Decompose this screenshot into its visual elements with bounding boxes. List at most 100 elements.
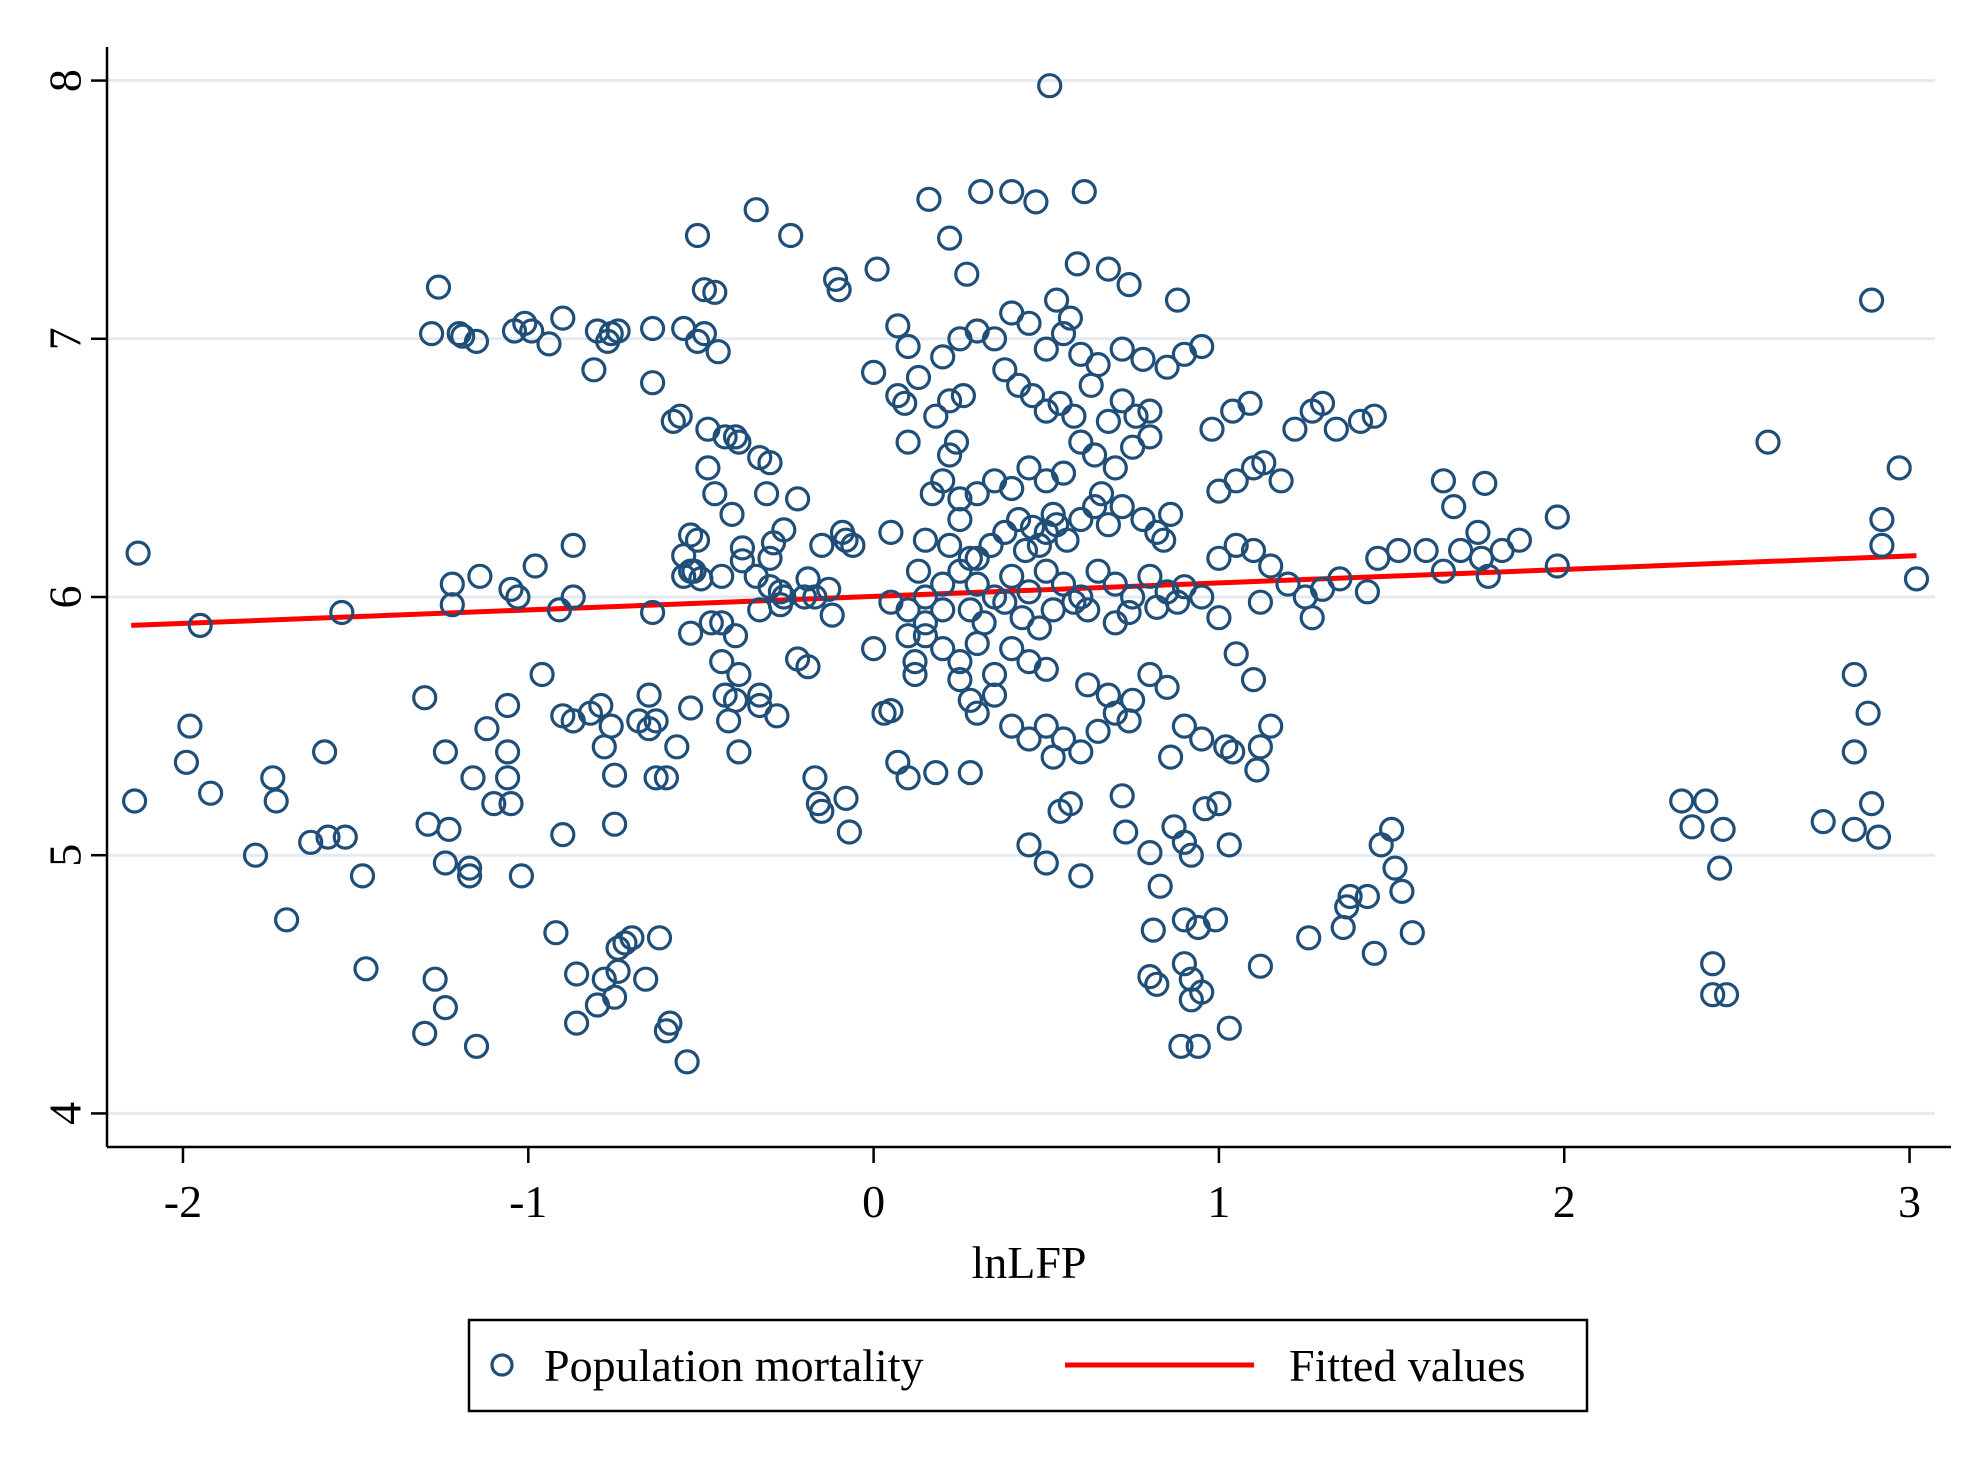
- scatter-point-233: [1465, 519, 1491, 546]
- scatter-point-256: [1334, 894, 1360, 920]
- scatter-point-405: [819, 602, 845, 628]
- scatter-point-341: [619, 925, 645, 951]
- scatter-point-126: [912, 584, 939, 610]
- scatter-point-85: [1016, 455, 1042, 481]
- scatter-point-164: [1075, 672, 1101, 698]
- scatter-point-206: [1223, 468, 1249, 494]
- scatter-point-172: [885, 749, 911, 775]
- scatter-point-343: [646, 925, 673, 951]
- scatter-point-277: [1869, 532, 1895, 559]
- scatter-point-263: [1361, 940, 1387, 966]
- scatter-point-150: [957, 687, 983, 713]
- scatter-point-266: [1679, 814, 1705, 840]
- scatter-point-69: [1019, 383, 1046, 409]
- scatter-point-14: [864, 256, 890, 282]
- scatter-point-158: [1154, 674, 1180, 701]
- scatter-point-153: [1068, 739, 1094, 765]
- scatter-point-425: [836, 819, 863, 845]
- scatter-point-19: [425, 274, 452, 300]
- scatter-point-323: [498, 790, 524, 817]
- scatter-point-305: [422, 966, 448, 992]
- x-tick-label-0: -2: [164, 1176, 202, 1227]
- scatter-point-114: [1016, 579, 1042, 605]
- scatter-point-25: [512, 310, 538, 336]
- scatter-point-347: [560, 532, 586, 559]
- scatter-point-180: [1033, 850, 1059, 876]
- scatter-point-160: [1189, 726, 1215, 752]
- scatter-point-54: [1016, 310, 1042, 336]
- scatter-point-383: [677, 522, 704, 548]
- scatter-point-312: [439, 592, 465, 618]
- scatter-point-409: [722, 623, 749, 649]
- scatter-point-47: [936, 388, 963, 414]
- scatter-point-215: [1361, 403, 1387, 429]
- scatter-point-144: [964, 630, 990, 657]
- scatter-point-270: [1700, 951, 1726, 977]
- scatter-point-289: [173, 749, 199, 775]
- scatter-point-27: [536, 331, 562, 357]
- scatter-point-299: [332, 824, 358, 850]
- scatter-point-213: [1323, 416, 1349, 442]
- scatter-point-87: [964, 481, 990, 507]
- scatter-point-269: [1710, 816, 1736, 843]
- scatter-point-352: [591, 734, 617, 760]
- scatter-point-186: [1161, 814, 1187, 840]
- scatter-point-238: [1544, 553, 1570, 579]
- scatter-point-96: [1026, 532, 1053, 559]
- scatter-point-23: [463, 328, 490, 354]
- scatter-point-320: [495, 765, 521, 791]
- scatter-point-159: [1171, 713, 1198, 739]
- x-tick-label-4: 2: [1553, 1176, 1576, 1227]
- scatter-point-142: [930, 635, 956, 662]
- scatter-point-60: [1130, 346, 1156, 372]
- scatter-point-11: [1095, 256, 1122, 282]
- scatter-point-107: [1144, 519, 1170, 546]
- scatter-point-324: [498, 576, 524, 602]
- scatter-point-61: [1154, 354, 1180, 380]
- scatter-point-171: [871, 700, 897, 726]
- scatter-point-109: [1151, 527, 1177, 553]
- scatter-point-325: [505, 584, 531, 610]
- scatter-point-349: [546, 597, 573, 623]
- scatter-point-426: [860, 635, 887, 662]
- scatter-point-243: [1206, 605, 1232, 631]
- scatter-point-260: [1378, 816, 1405, 843]
- scatter-point-240: [1441, 494, 1467, 520]
- scatter-point-161: [1157, 744, 1184, 770]
- scatter-point-366: [667, 403, 693, 429]
- scatter-point-287: [187, 612, 213, 639]
- scatter-point-275: [1886, 455, 1912, 481]
- scatter-point-174: [923, 759, 949, 786]
- scatter-point-246: [1247, 589, 1274, 615]
- scatter-point-154: [1085, 718, 1111, 744]
- scatter-point-140: [1164, 589, 1191, 615]
- scatter-point-35: [684, 328, 711, 354]
- scatter-point-230: [1413, 537, 1439, 564]
- scatter-point-296: [298, 829, 324, 855]
- scatter-point-134: [1040, 597, 1066, 623]
- scatter-point-147: [1033, 656, 1059, 682]
- scatter-point-12: [1116, 272, 1142, 298]
- scatter-point-438: [895, 429, 921, 455]
- scatter-point-304: [415, 811, 441, 837]
- scatter-point-374: [702, 481, 728, 507]
- scatter-point-173: [895, 765, 921, 791]
- legend-label-population-mortality: Population mortality: [544, 1340, 923, 1391]
- scatter-point-381: [729, 535, 756, 561]
- scatter-point-309: [436, 816, 462, 843]
- scatter-point-355: [601, 811, 628, 837]
- y-tick-label-4: 8: [40, 69, 91, 92]
- scatter-point-342: [633, 966, 659, 992]
- scatter-point-185: [1147, 873, 1173, 899]
- scatter-point-10: [1064, 251, 1090, 277]
- scatter-point-212: [1309, 390, 1336, 416]
- scatter-point-261: [1382, 855, 1408, 881]
- scatter-point-157: [1137, 661, 1163, 688]
- scatter-point-119: [1102, 571, 1128, 597]
- scatter-point-36: [691, 321, 718, 347]
- scatter-point-6: [999, 179, 1025, 205]
- scatter-point-375: [695, 455, 721, 481]
- scatter-point-333: [563, 1010, 590, 1036]
- scatter-point-79: [1081, 442, 1108, 468]
